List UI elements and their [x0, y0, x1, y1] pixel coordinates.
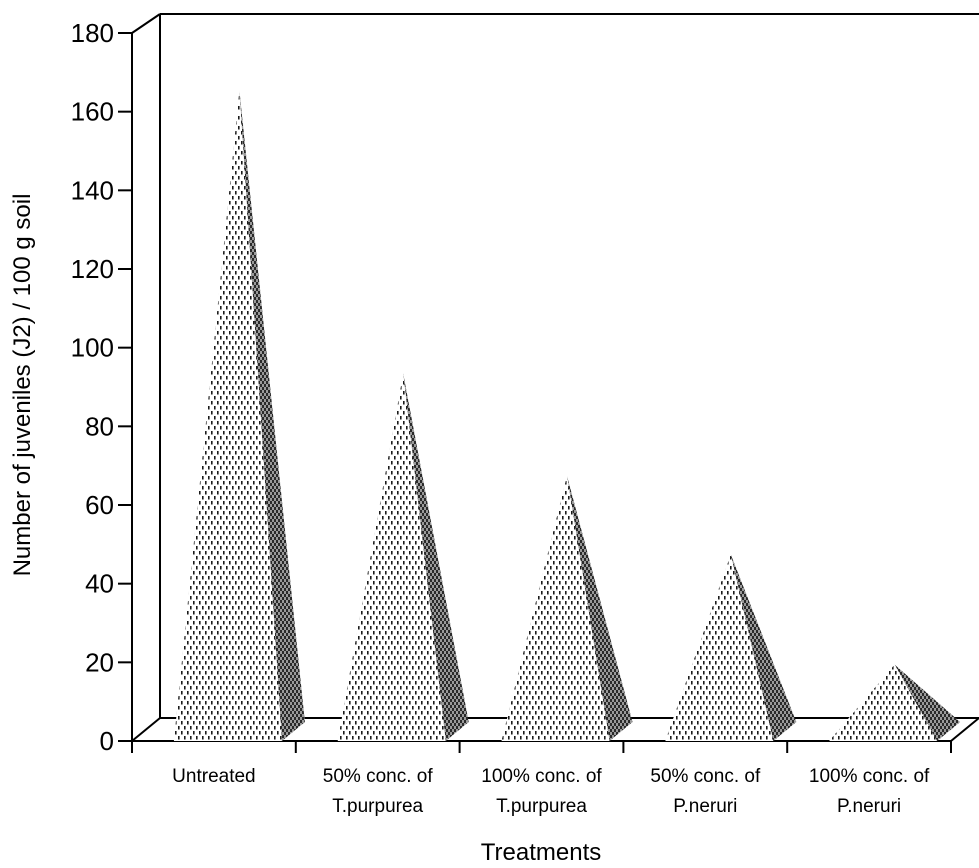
x-category-label: Untreated — [172, 766, 255, 787]
pyramid-bar — [829, 664, 961, 741]
x-category-label: P.neruri — [837, 796, 901, 817]
x-category-label: 100% conc. of — [809, 766, 930, 787]
y-tick-label: 120 — [71, 254, 114, 284]
pyramid-front-face — [501, 475, 610, 741]
y-axis-title: Number of juveniles (J2) / 100 g soil — [9, 194, 36, 577]
pyramid-bar — [173, 90, 305, 741]
pyramid-bar — [337, 373, 469, 741]
x-category-label: T.purpurea — [332, 796, 423, 817]
y-tick-label: 180 — [71, 18, 114, 48]
pyramid-bar — [665, 554, 797, 741]
y-tick-label: 140 — [71, 175, 114, 205]
pyramid-side-face — [894, 664, 961, 741]
y-tick-label: 160 — [71, 97, 114, 127]
x-category-label: 50% conc. of — [650, 766, 761, 787]
floor-left-diagonal — [131, 717, 161, 742]
y-tick-label: 0 — [100, 726, 114, 756]
y-tick-label: 60 — [85, 490, 114, 520]
x-category-label: T.purpurea — [496, 796, 587, 817]
frame-top-diagonal — [131, 13, 161, 34]
y-tick-label: 40 — [85, 569, 114, 599]
pyramid-side-face — [403, 373, 469, 741]
x-category-label: P.neruri — [673, 796, 737, 817]
pyramid-front-face — [173, 90, 282, 741]
x-category-label: 50% conc. of — [323, 766, 434, 787]
x-axis-title: Treatments — [481, 839, 601, 866]
x-category-label: 100% conc. of — [481, 766, 602, 787]
pyramid-front-face — [829, 664, 938, 741]
y-tick-label: 80 — [85, 411, 114, 441]
y-axis-ticks: 0 20 40 60 80 100 120 140 160 180 — [71, 18, 132, 756]
x-axis-ticks: Untreated 50% conc. of T.purpurea 100% conc… — [131, 741, 952, 817]
pyramid-front-face — [337, 373, 446, 741]
y-tick-label: 20 — [85, 647, 114, 677]
y-tick-label: 100 — [71, 333, 114, 363]
pyramid-bar — [501, 475, 633, 741]
pyramid-side-face — [567, 475, 633, 741]
floor-right-diagonal — [950, 717, 979, 742]
pyramid-front-face — [665, 554, 774, 741]
pyramid-side-face — [730, 554, 797, 741]
pyramid-side-face — [239, 90, 305, 741]
pyramid-bars — [173, 90, 961, 741]
